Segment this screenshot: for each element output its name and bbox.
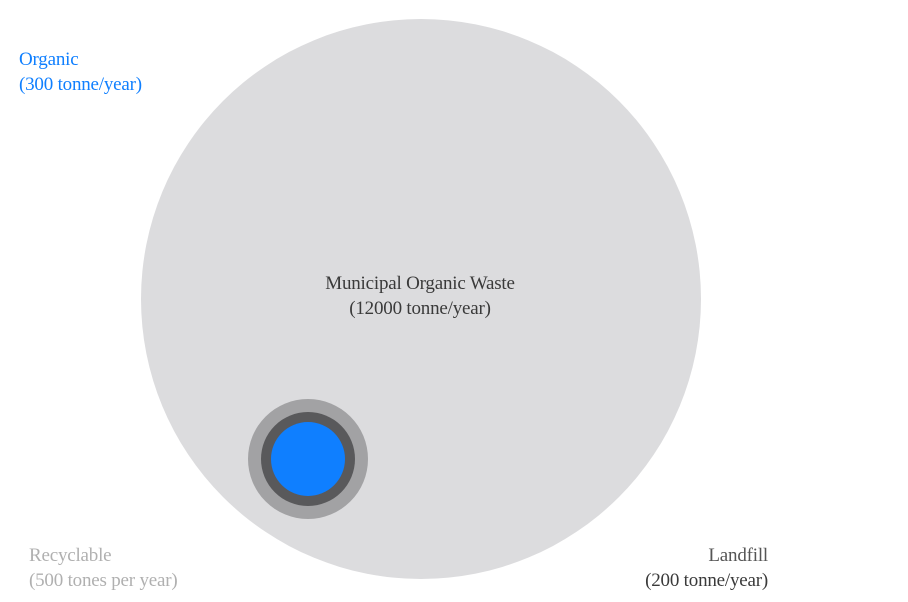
recyclable-amount: (500 tones per year): [29, 570, 178, 591]
municipal-waste-label: Municipal Organic Waste (12000 tonne/yea…: [310, 271, 530, 321]
municipal-waste-name: Municipal Organic Waste: [325, 273, 515, 294]
landfill-name: Landfill: [708, 545, 768, 566]
recyclable-label: Recyclable (500 tones per year): [29, 543, 178, 593]
organic-name: Organic: [19, 49, 79, 70]
organic-label: Organic (300 tonne/year): [19, 47, 142, 97]
recyclable-name: Recyclable: [29, 545, 112, 566]
landfill-amount: (200 tonne/year): [645, 570, 768, 591]
municipal-waste-amount: (12000 tonne/year): [349, 298, 491, 319]
landfill-label: Landfill (200 tonne/year): [645, 543, 768, 593]
organic-circle[interactable]: [271, 422, 345, 496]
organic-amount: (300 tonne/year): [19, 74, 142, 95]
